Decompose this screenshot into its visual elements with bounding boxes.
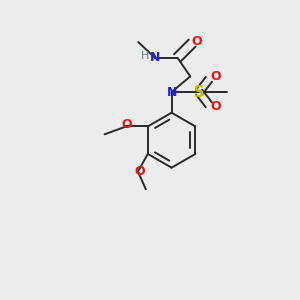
Text: N: N [150,51,160,64]
Text: S: S [194,85,204,100]
Text: O: O [135,165,145,178]
Text: O: O [121,118,131,131]
Text: O: O [210,100,221,113]
Text: O: O [192,34,203,48]
Text: H: H [141,51,149,61]
Text: N: N [167,85,177,99]
Text: O: O [210,70,221,83]
